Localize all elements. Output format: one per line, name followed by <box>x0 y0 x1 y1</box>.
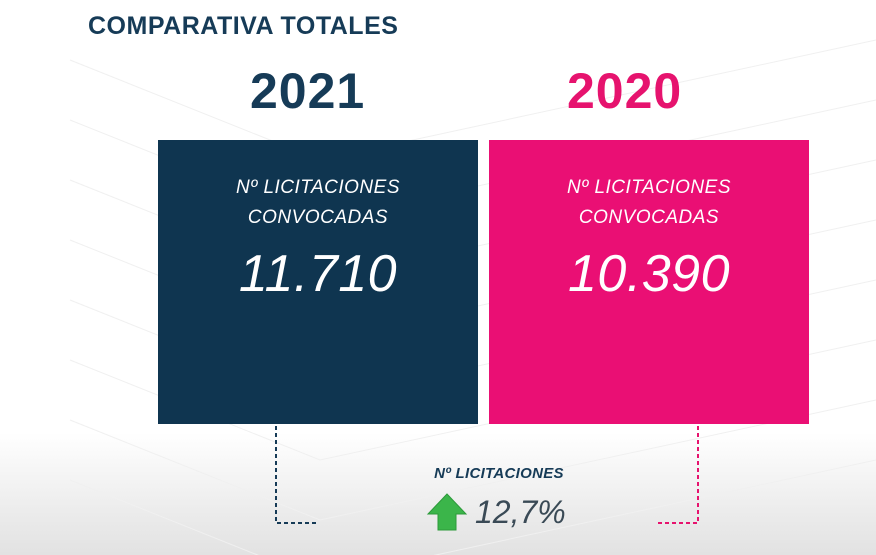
card-2020-label-line1: Nº LICITACIONES <box>567 177 731 198</box>
card-2020-label: Nº LICITACIONES CONVOCADAS <box>489 173 809 233</box>
card-2021-label-line1: Nº LICITACIONES <box>236 177 400 198</box>
card-2021-label: Nº LICITACIONES CONVOCADAS <box>158 173 478 233</box>
card-2020-value: 10.390 <box>567 245 731 303</box>
card-2020-label-line2: CONVOCADAS <box>578 207 720 228</box>
year-2020-heading: 2020 <box>567 63 683 119</box>
card-2021: Nº LICITACIONES CONVOCADAS 11.710 <box>158 140 478 424</box>
connector-line-2020 <box>658 426 699 524</box>
arrow-up-icon <box>426 493 468 531</box>
connector-line-2021 <box>275 426 316 524</box>
page-title: COMPARATIVA TOTALES <box>88 12 399 40</box>
year-2021-heading: 2021 <box>250 63 366 119</box>
card-2021-value: 11.710 <box>238 245 398 303</box>
card-2020: Nº LICITACIONES CONVOCADAS 10.390 <box>489 140 809 424</box>
card-2021-label-line2: CONVOCADAS <box>247 207 389 228</box>
summary-label: Nº LICITACIONES <box>434 465 564 482</box>
summary-change: 12,7% <box>475 494 566 530</box>
